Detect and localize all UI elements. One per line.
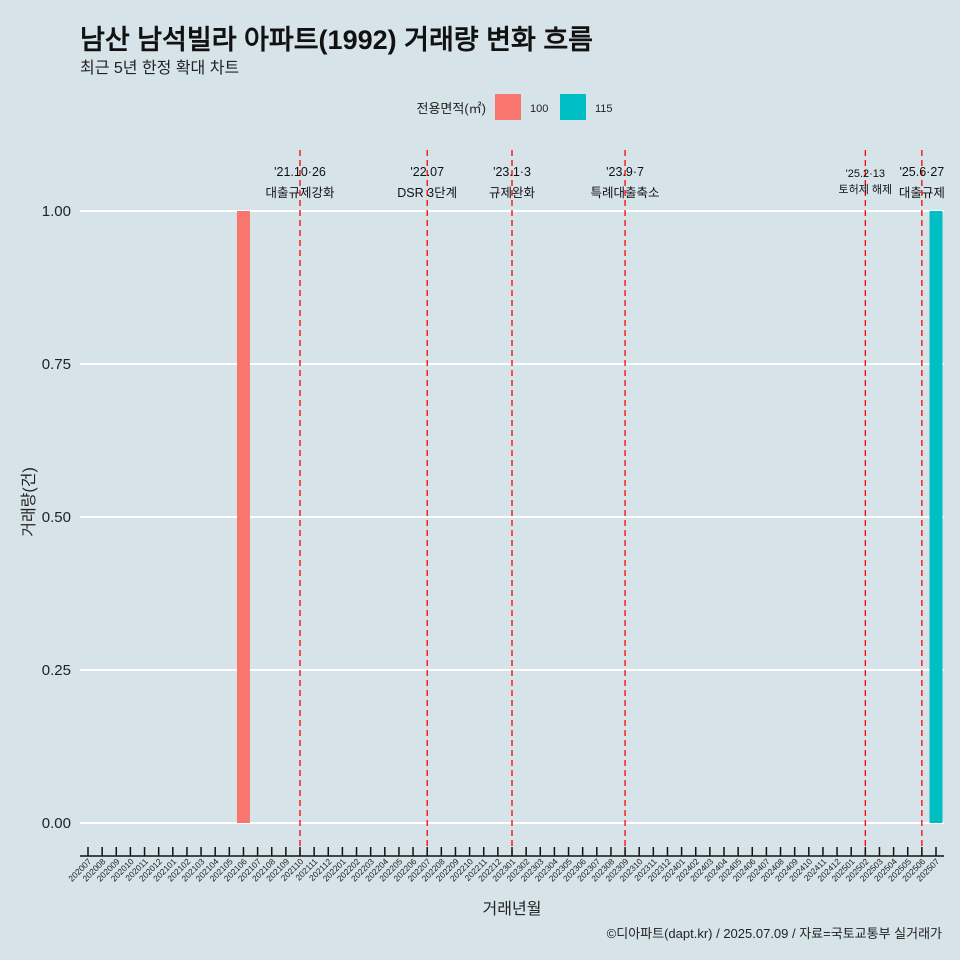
- chart-subtitle: 최근 5년 한정 확대 차트: [80, 60, 240, 77]
- bar-100-202106: [236, 211, 250, 823]
- event-label: 대출규제강화: [265, 186, 335, 200]
- y-tick-label: 1.00: [42, 203, 71, 220]
- chart-title: 남산 남석빌라 아파트(1992) 거래량 변화 흐름: [80, 25, 593, 55]
- event-label: DSR 3단계: [397, 186, 457, 200]
- legend-swatch-115: [560, 94, 586, 120]
- y-tick-label: 0.75: [42, 356, 71, 373]
- event-date: '23.1·3: [493, 165, 531, 179]
- y-tick-label: 0.25: [42, 662, 71, 679]
- event-date: '21.10·26: [274, 165, 326, 179]
- legend-label: 100: [530, 103, 548, 115]
- event-label: 특례대출축소: [591, 186, 660, 200]
- event-date: '25.2·13: [846, 168, 885, 180]
- event-label: 규제완화: [489, 186, 536, 200]
- y-tick-label: 0.00: [42, 815, 71, 832]
- event-date: '22.07: [410, 165, 444, 179]
- y-tick-label: 0.50: [42, 509, 71, 526]
- event-date: '25.6·27: [899, 165, 944, 179]
- event-label: 토허제 해제: [839, 182, 893, 196]
- legend-title: 전용면적(㎡): [417, 101, 487, 116]
- event-label: 대출규제: [899, 186, 945, 200]
- bar-115-202507: [929, 211, 943, 823]
- chart-caption: ©디아파트(dapt.kr) / 2025.07.09 / 자료=국토교통부 실…: [606, 926, 942, 941]
- event-date: '23.9·7: [606, 165, 644, 179]
- x-axis-title: 거래년월: [483, 900, 542, 918]
- legend-label: 115: [595, 103, 613, 115]
- y-axis-title: 거래량(건): [20, 467, 38, 537]
- legend-swatch-100: [495, 94, 521, 120]
